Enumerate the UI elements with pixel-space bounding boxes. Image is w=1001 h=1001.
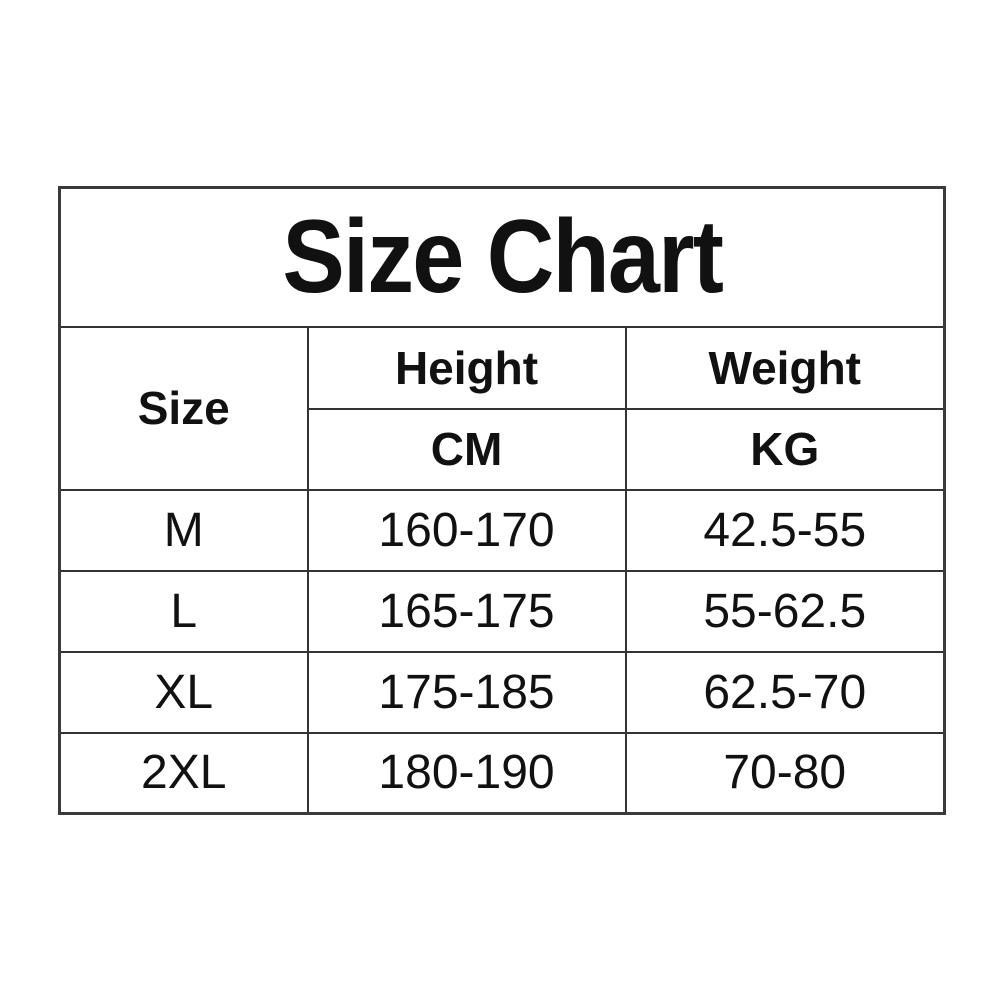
column-header-weight-unit: KG [624,407,946,491]
column-header-height: Height [306,325,627,410]
column-header-height-unit: CM [306,407,627,491]
table-row: XL 175-185 62.5-70 [58,650,946,734]
height-value-cell: 175-185 [306,650,627,734]
table-row: M 160-170 42.5-55 [58,488,946,572]
size-chart-table: Size Chart Size Height Weight CM KG M 16… [58,186,946,815]
size-value-cell: L [58,569,309,653]
column-header-size: Size [58,325,309,491]
column-header-weight: Weight [624,325,946,410]
table-row: 2XL 180-190 70-80 [58,731,946,815]
header-row-units: CM KG [60,407,946,491]
header-row-main: Size Height Weight [58,325,946,491]
size-value-cell: M [58,488,309,572]
weight-value-cell: 55-62.5 [624,569,946,653]
size-value-cell: 2XL [58,731,309,815]
weight-value-cell: 62.5-70 [624,650,946,734]
height-value-cell: 160-170 [306,488,627,572]
size-value-cell: XL [58,650,309,734]
table-row: L 165-175 55-62.5 [58,569,946,653]
page-title-text: Size Chart [282,198,724,315]
page-title: Size Chart [58,186,946,328]
height-value-cell: 180-190 [306,731,627,815]
height-value-cell: 165-175 [306,569,627,653]
weight-value-cell: 42.5-55 [624,488,946,572]
title-row: Size Chart [58,186,946,328]
weight-value-cell: 70-80 [624,731,946,815]
